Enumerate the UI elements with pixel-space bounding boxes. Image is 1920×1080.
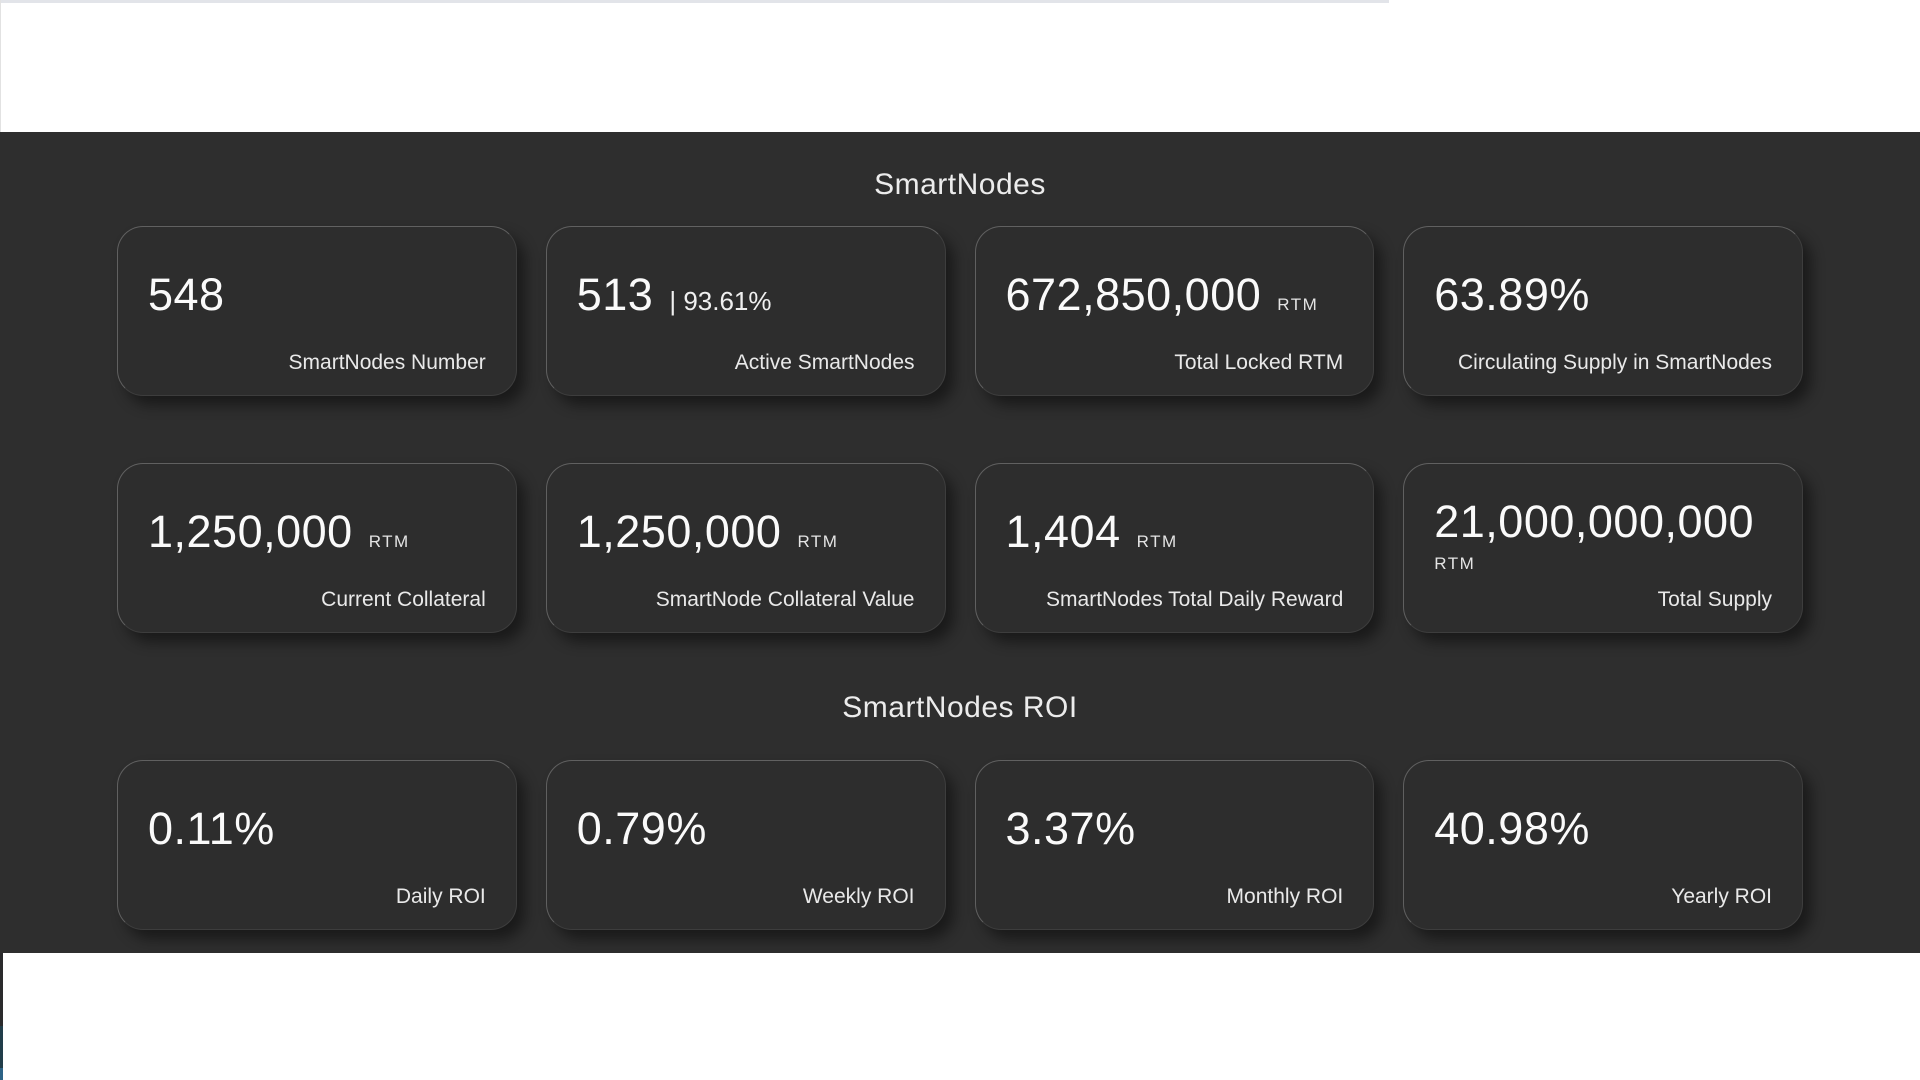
stat-label: Circulating Supply in SmartNodes <box>1458 351 1772 374</box>
left-edge-strip <box>0 953 3 1080</box>
stat-value-row: 1,404 RTM <box>1006 506 1344 558</box>
stat-label: SmartNodes Number <box>288 351 486 374</box>
stat-label: Yearly ROI <box>1671 885 1772 908</box>
top-header <box>0 0 1920 132</box>
stat-value-row: 1,250,000 RTM <box>577 506 915 558</box>
stat-label: Monthly ROI <box>1226 885 1344 908</box>
stat-label: Daily ROI <box>395 885 486 908</box>
stat-label: Active SmartNodes <box>734 351 915 374</box>
stat-value-row: 3.37% <box>1006 803 1344 855</box>
card-total-locked-rtm: 672,850,000 RTM Total Locked RTM <box>974 226 1375 396</box>
card-monthly-roi: 3.37% Monthly ROI <box>974 760 1375 930</box>
card-circulating-supply: 63.89% Circulating Supply in SmartNodes <box>1403 226 1803 396</box>
card-total-supply: 21,000,000,000 RTM Total Supply <box>1403 463 1803 633</box>
edge-strip-blue-segment <box>0 1068 3 1080</box>
roi-section-title: SmartNodes ROI <box>842 691 1078 724</box>
stat-label: SmartNodes Total Daily Reward <box>1046 588 1344 611</box>
roi-stats-grid: 0.11% Daily ROI 0.79% Weekly ROI 3.37% M… <box>117 760 1803 930</box>
stat-value-row: 21,000,000,000 <box>1434 496 1772 548</box>
smartnodes-dashboard: SmartNodes 548 SmartNodes Number 513 | 9… <box>0 132 1920 953</box>
stat-value-row: 513 | 93.61% <box>577 269 915 321</box>
stat-value: 513 <box>576 269 654 320</box>
stat-value-row: 63.89% <box>1434 269 1772 321</box>
card-current-collateral: 1,250,000 RTM Current Collateral <box>117 463 517 633</box>
card-active-smartnodes: 513 | 93.61% Active SmartNodes <box>545 226 946 396</box>
stat-label: Current Collateral <box>321 588 486 611</box>
stat-unit: RTM <box>797 532 839 551</box>
stat-value: 21,000,000,000 <box>1434 496 1755 547</box>
stat-value: 1,250,000 <box>148 506 353 557</box>
stat-unit: RTM <box>1136 532 1178 551</box>
card-daily-roi: 0.11% Daily ROI <box>117 760 517 930</box>
stat-unit: RTM <box>1434 554 1476 573</box>
stat-value-row: 672,850,000 RTM <box>1006 269 1344 321</box>
card-total-daily-reward: 1,404 RTM SmartNodes Total Daily Reward <box>974 463 1375 633</box>
stat-label: Total Supply <box>1657 588 1772 611</box>
edge-strip-teal-segment <box>0 1026 3 1068</box>
stat-value: 1,250,000 <box>576 506 782 557</box>
smartnodes-stats-grid: 548 SmartNodes Number 513 | 93.61% Activ… <box>117 226 1803 633</box>
card-weekly-roi: 0.79% Weekly ROI <box>545 760 946 930</box>
stat-value: 40.98% <box>1434 803 1590 854</box>
stat-value: 0.11% <box>148 803 275 854</box>
stat-label: Total Locked RTM <box>1174 351 1344 374</box>
stat-value-row: 0.11% <box>148 803 486 855</box>
stat-sub-value: | 93.61% <box>669 286 772 316</box>
card-yearly-roi: 40.98% Yearly ROI <box>1403 760 1803 930</box>
bottom-content-area <box>0 953 1920 1080</box>
stat-value-row: 0.79% <box>577 803 915 855</box>
stat-value-row: 40.98% <box>1434 803 1772 855</box>
card-smartnode-collateral-value: 1,250,000 RTM SmartNode Collateral Value <box>545 463 946 633</box>
stat-value: 0.79% <box>576 803 707 854</box>
card-smartnodes-number: 548 SmartNodes Number <box>117 226 517 396</box>
stat-value: 63.89% <box>1434 269 1590 320</box>
stat-label: SmartNode Collateral Value <box>655 588 915 611</box>
stat-unit: RTM <box>1277 295 1319 314</box>
stat-value-block: 21,000,000,000 RTM <box>1434 492 1772 574</box>
smartnodes-section-title: SmartNodes <box>874 168 1046 201</box>
stat-value-row: 1,250,000 RTM <box>148 506 486 558</box>
stat-unit: RTM <box>368 532 410 551</box>
stat-label: Weekly ROI <box>802 885 915 908</box>
stat-value: 1,404 <box>1005 506 1121 557</box>
stat-value: 3.37% <box>1005 803 1136 854</box>
stat-value: 672,850,000 <box>1005 269 1262 320</box>
top-edge-strip <box>1 0 1389 3</box>
stat-value: 548 <box>148 269 225 320</box>
stat-value-row: 548 <box>148 269 486 321</box>
edge-strip-dark-segment <box>0 953 3 1026</box>
